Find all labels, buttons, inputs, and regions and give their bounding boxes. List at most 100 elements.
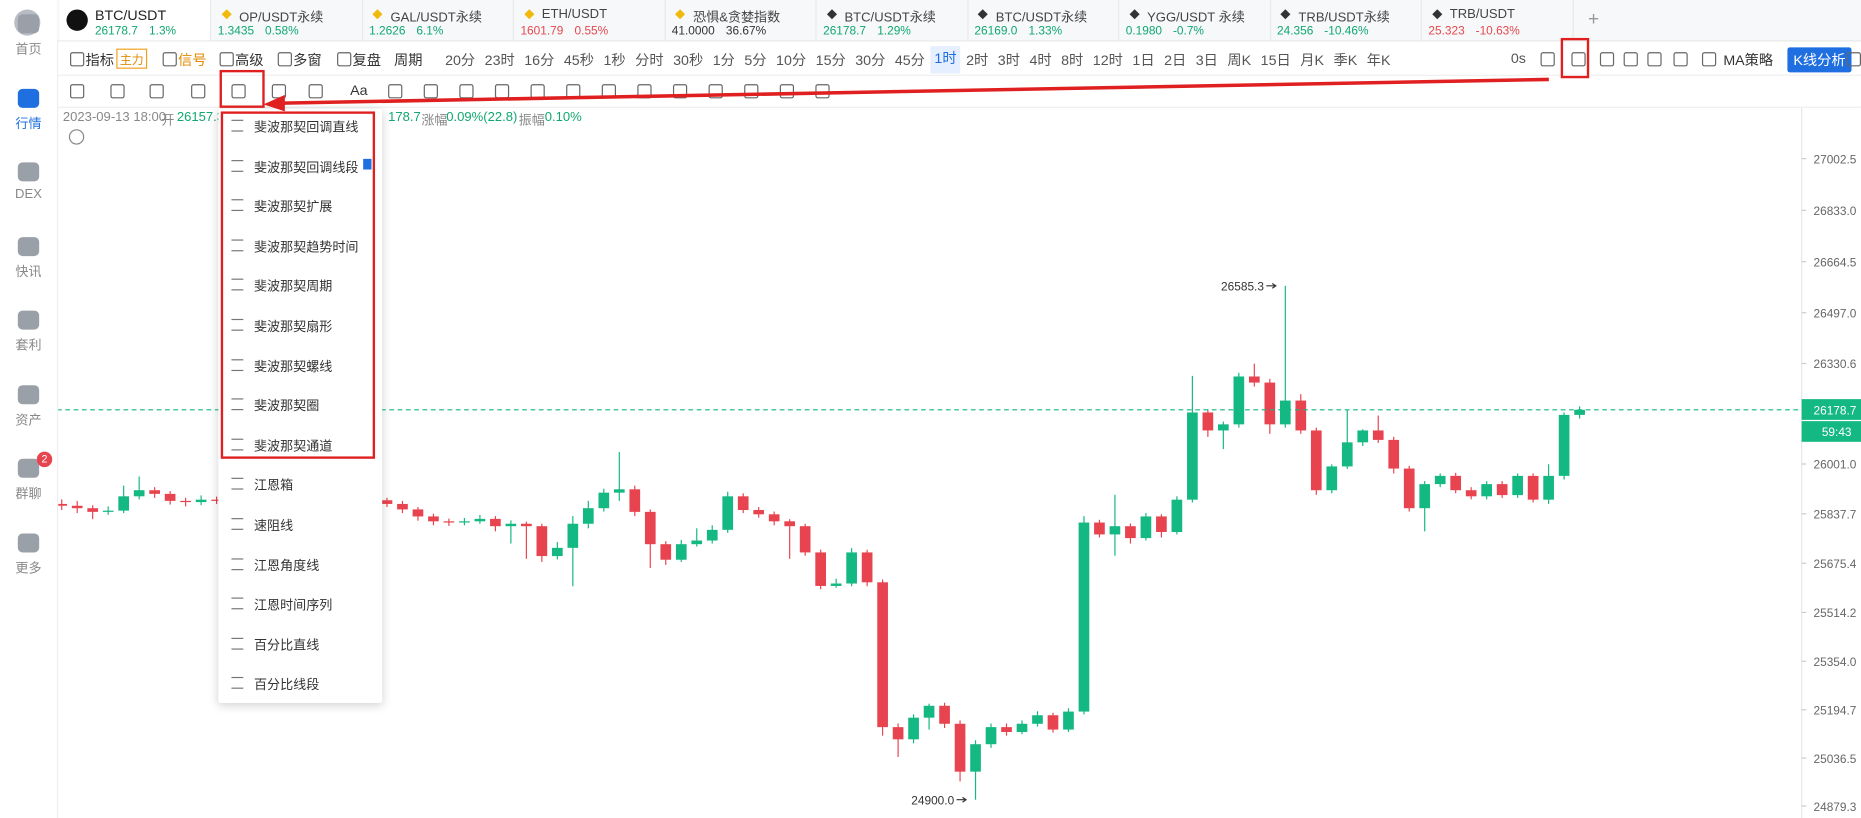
icon[interactable] <box>388 84 403 99</box>
nav-item[interactable]: 更多 <box>0 532 57 577</box>
interval-option[interactable]: 45分 <box>894 52 925 69</box>
interval-option[interactable]: 10分 <box>776 52 807 69</box>
symbol-tab[interactable]: YGG/USDT 永续 0.1980 -0.7% <box>1119 0 1271 41</box>
interval-option[interactable]: 季K <box>1333 52 1358 69</box>
icon[interactable] <box>1571 52 1586 67</box>
symbol-tab[interactable]: GAL/USDT永续 1.2626 6.1% <box>362 0 514 41</box>
info-open: 26157.3 <box>176 110 225 125</box>
icon[interactable] <box>191 84 206 99</box>
symbol-tab[interactable]: ETH/USDT 1601.79 0.55% <box>513 0 666 41</box>
interval-option[interactable]: 30秒 <box>673 52 704 69</box>
icon[interactable] <box>637 84 652 99</box>
interval-option[interactable]: 年K <box>1366 52 1391 69</box>
icon[interactable] <box>494 84 510 99</box>
advanced-button[interactable]: 高级 <box>234 52 264 69</box>
icon[interactable] <box>337 52 352 67</box>
candle-body <box>1202 412 1214 431</box>
icon[interactable] <box>110 84 125 99</box>
nav-item[interactable]: 行情 <box>0 88 57 132</box>
symbol-tab[interactable]: 恐惧&贪婪指数 41.0000 36.67% <box>665 0 817 41</box>
interval-option[interactable]: 30分 <box>855 52 886 69</box>
icon[interactable] <box>1701 52 1717 67</box>
interval-option[interactable]: 8时 <box>1061 52 1084 69</box>
interval-option[interactable]: 月K <box>1300 52 1325 69</box>
candle-body <box>1233 376 1245 425</box>
interval-option[interactable]: 4时 <box>1029 52 1052 69</box>
interval-option[interactable]: 3日 <box>1195 52 1218 69</box>
interval-option[interactable]: 15日 <box>1260 52 1291 69</box>
interval-option[interactable]: 周K <box>1227 52 1252 69</box>
icon[interactable] <box>308 84 323 99</box>
collapse-toggle[interactable] <box>68 129 85 145</box>
icon[interactable] <box>423 84 438 99</box>
nav-item[interactable]: DEX <box>0 162 57 202</box>
icon[interactable] <box>779 84 795 99</box>
interval-option[interactable]: 1日 <box>1132 52 1155 69</box>
symbol-tab[interactable]: BTC/USDT 26178.7 1.3% <box>59 0 212 41</box>
menu-icon <box>231 358 244 371</box>
nav-item[interactable]: 快讯 <box>0 236 57 281</box>
interval-option[interactable]: 12时 <box>1092 52 1123 69</box>
timer[interactable]: 0s <box>1510 49 1526 67</box>
icon[interactable] <box>744 84 759 99</box>
icon[interactable] <box>566 84 581 99</box>
interval-option[interactable]: 16分 <box>524 52 555 69</box>
interval-option[interactable]: 3时 <box>997 52 1020 69</box>
icon[interactable] <box>162 52 177 67</box>
strategy-button[interactable]: MA策略 <box>1723 52 1774 69</box>
icon[interactable] <box>1846 52 1861 67</box>
nav-item[interactable]: 群聊 2 <box>0 451 57 503</box>
icon[interactable] <box>231 84 246 99</box>
period-button[interactable]: 周期 <box>394 52 423 69</box>
replay-button[interactable]: 复盘 <box>352 52 382 69</box>
interval-option[interactable]: 分时 <box>635 52 664 69</box>
icon[interactable] <box>277 52 292 67</box>
symbol-tab[interactable]: TRB/USDT永续 24.356 -10.46% <box>1270 0 1422 41</box>
main-tag[interactable]: 主力 <box>116 48 148 69</box>
font-tool[interactable]: Aa <box>350 81 368 99</box>
signal-button[interactable]: 信号 <box>178 52 207 69</box>
nav-item[interactable]: 资产 <box>0 384 57 429</box>
interval-option[interactable]: 1时 <box>930 46 961 74</box>
symbol-icon <box>1431 9 1442 20</box>
symbol-tab[interactable]: BTC/USDT永续 26178.7 1.29% <box>816 0 968 41</box>
y-tick-label: 26833.0 <box>1814 204 1857 218</box>
icon[interactable] <box>1599 52 1615 67</box>
icon[interactable] <box>459 84 474 99</box>
interval-option[interactable]: 20分 <box>445 52 476 69</box>
icon[interactable] <box>1623 52 1638 67</box>
icon[interactable] <box>815 84 830 99</box>
indicator-button[interactable]: 指标 <box>85 52 114 69</box>
interval-option[interactable]: 2时 <box>966 52 989 69</box>
multi-window-button[interactable]: 多窗 <box>293 52 322 69</box>
interval-option[interactable]: 23时 <box>484 52 515 69</box>
icon[interactable] <box>149 84 164 99</box>
symbol-tab[interactable]: BTC/USDT永续 26169.0 1.33% <box>967 0 1120 41</box>
symbol-tab[interactable]: TRB/USDT 25.323 -10.63% <box>1421 0 1574 41</box>
candle-body <box>644 511 656 545</box>
interval-option[interactable]: 1秒 <box>603 52 626 69</box>
menu-label: 速阻线 <box>253 519 294 534</box>
symbol-tab[interactable]: OP/USDT永续 1.3435 0.58% <box>211 0 363 41</box>
interval-option[interactable]: 5分 <box>744 52 767 69</box>
interval-option[interactable]: 1分 <box>712 52 735 69</box>
icon[interactable] <box>530 84 545 99</box>
icon[interactable] <box>708 84 723 99</box>
interval-option[interactable]: 45秒 <box>563 52 594 69</box>
icon[interactable] <box>1647 52 1662 67</box>
icon[interactable] <box>271 84 287 99</box>
icon[interactable] <box>1673 52 1688 67</box>
add-tab[interactable]: + <box>1588 9 1600 30</box>
icon[interactable] <box>672 84 688 99</box>
nav-item[interactable]: 套利 <box>0 310 57 355</box>
nav-item[interactable]: 首页 <box>0 14 57 58</box>
interval-option[interactable]: 2日 <box>1164 52 1187 69</box>
interval-option[interactable]: 15分 <box>815 52 846 69</box>
icon[interactable] <box>601 84 616 99</box>
icon[interactable] <box>70 84 85 99</box>
icon[interactable] <box>1540 52 1555 67</box>
icon[interactable] <box>70 52 85 67</box>
icon[interactable] <box>219 52 234 67</box>
analysis-button[interactable]: K线分析 <box>1787 47 1852 73</box>
candle-body <box>1372 430 1384 440</box>
